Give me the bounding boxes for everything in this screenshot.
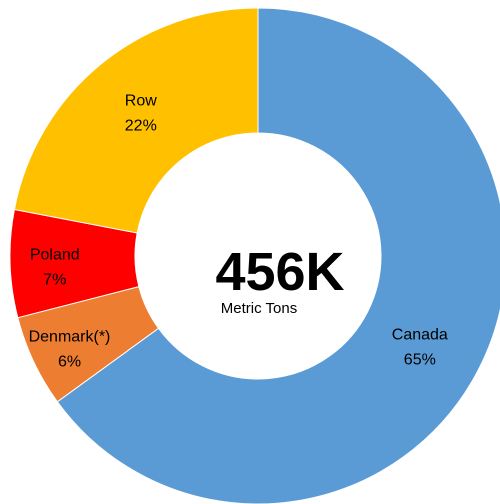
slice-percent-label: 22% xyxy=(125,117,157,134)
slice-canada xyxy=(56,7,500,504)
slice-percent-label: 65% xyxy=(404,352,436,369)
center-layer: 456K Metric Tons xyxy=(215,242,344,317)
slice-percent-label: 7% xyxy=(43,271,66,288)
slice-row xyxy=(13,7,259,234)
slice-name-label: Canada xyxy=(392,327,448,344)
slices-layer xyxy=(9,7,500,504)
slice-percent-label: 6% xyxy=(58,354,81,371)
slice-name-label: Poland xyxy=(30,246,80,263)
slice-name-label: Row xyxy=(125,92,157,109)
labels-layer: Canada 65% Denmark(*) 6% Poland 7% Row 22% xyxy=(29,92,448,370)
center-total-value: 456K xyxy=(215,242,344,302)
slice-name-label: Denmark(*) xyxy=(29,329,111,346)
center-unit-label: Metric Tons xyxy=(221,300,297,317)
